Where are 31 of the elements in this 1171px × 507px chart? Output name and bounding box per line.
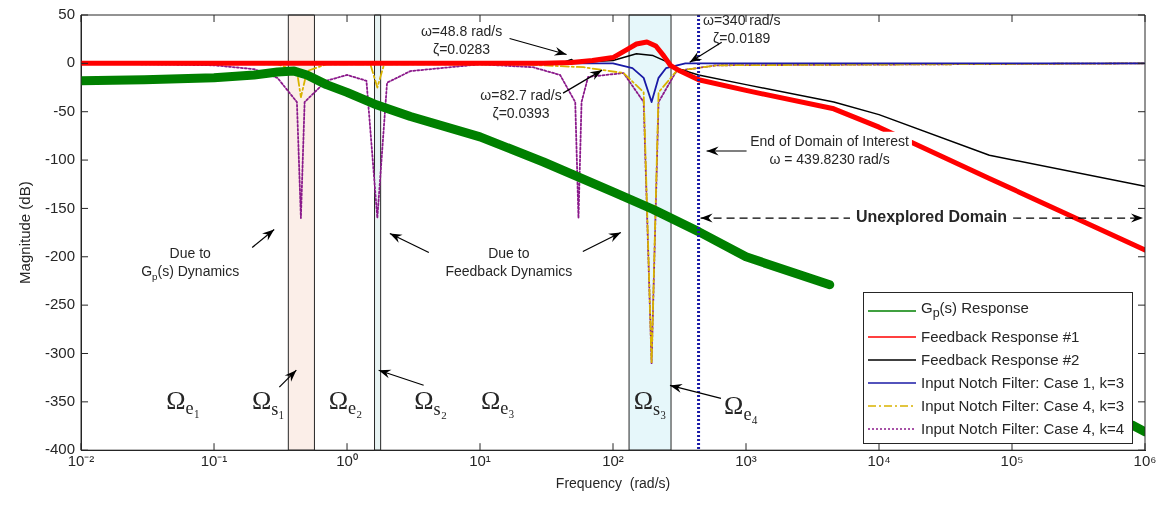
- x-axis-title: Frequency (rad/s): [555, 475, 671, 492]
- x-tick-label: 10⁻¹: [200, 452, 228, 470]
- x-tick-label: 10³: [735, 452, 757, 470]
- x-tick-label: 10⁵: [1000, 452, 1024, 470]
- y-tick-label: -150: [44, 198, 76, 216]
- y-tick-label: -350: [44, 391, 76, 409]
- y-tick-label: -200: [44, 246, 76, 264]
- legend-label: Input Notch Filter: Case 1, k=3: [920, 373, 1124, 394]
- x-tick-label: 10²: [602, 452, 624, 470]
- annotation: Unexplored Domain: [856, 208, 1008, 226]
- y-tick-label: 0: [66, 53, 76, 71]
- annotation: ω=82.7 rad/s ζ=0.0393: [480, 86, 562, 122]
- y-tick-label: -300: [44, 343, 76, 361]
- x-tick-label: 10⁴: [867, 452, 891, 470]
- annotation: ω=340 rad/s ζ=0.0189: [702, 12, 781, 47]
- y-axis-title: Magnitude (dB): [16, 181, 34, 284]
- y-tick-label: -250: [44, 295, 76, 313]
- y-tick-label: -50: [53, 101, 76, 119]
- annotation: Due to Feedback Dynamics: [445, 245, 573, 280]
- legend-label: G$_{p}$(s) Response: [920, 298, 1029, 323]
- y-tick-label: 50: [58, 5, 76, 23]
- x-tick-label: 10⁶: [1133, 452, 1157, 470]
- legend-label: Feedback Response #2: [920, 350, 1080, 371]
- ref-line-label: End of Domain of Interest ω = 439.8230 rad/s: [750, 132, 910, 167]
- y-tick-label: -100: [44, 150, 76, 168]
- x-tick-label: 10⁰: [336, 452, 358, 470]
- legend-label: Input Notch Filter: Case 4, k=3: [920, 396, 1124, 417]
- legend-label: Feedback Response #1: [920, 327, 1080, 348]
- x-tick-label: 10¹: [469, 452, 491, 470]
- annotation: ω=48.8 rad/s ζ=0.0283: [420, 23, 503, 58]
- legend-label: Input Notch Filter: Case 4, k=4: [920, 419, 1124, 440]
